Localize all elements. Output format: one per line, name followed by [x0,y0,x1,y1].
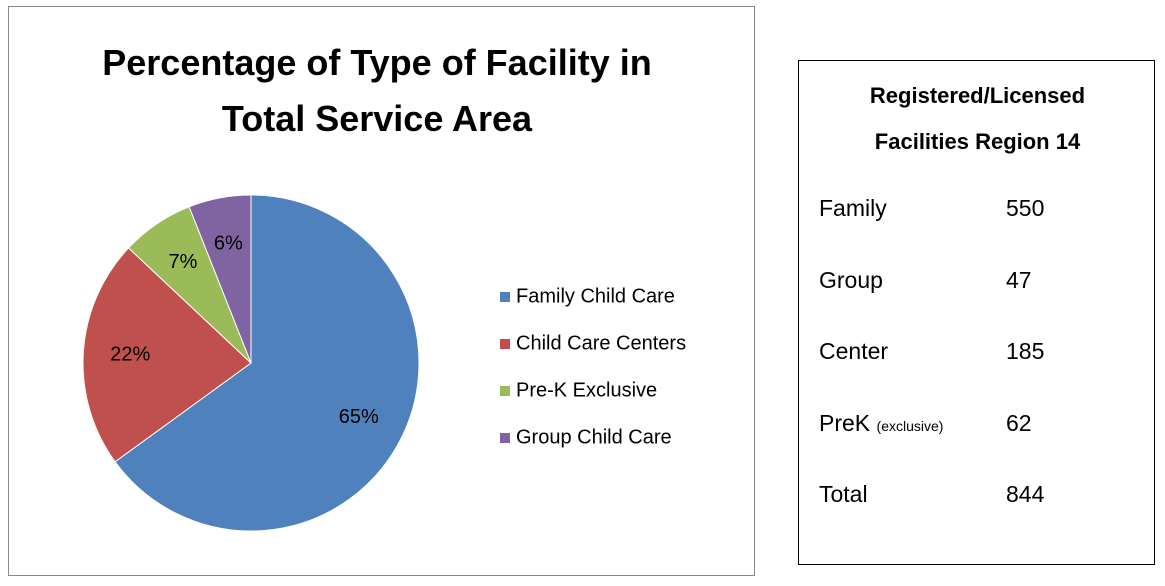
slice-label: 22% [110,344,150,366]
row-label: Total [819,479,868,509]
pie-slice [114,194,420,532]
row-label-text: Total [819,481,868,507]
row-label-text: Group [819,266,883,293]
row-value: 47 [1006,266,1032,293]
legend-label: Child Care Centers [516,332,686,354]
row-label-text: Center [819,338,889,364]
row-qualifier: (exclusive) [876,417,944,434]
row-label: Family [819,193,887,223]
row-value: 550 [1006,195,1045,221]
legend-swatch [500,433,510,443]
legend-label: Group Child Care [516,426,672,448]
table-title: Registered/Licensed Facilities Region 14 [869,83,1086,154]
row-label-text: PreK [819,409,871,436]
chart-title: Percentage of Type of Facility in Total … [102,42,652,139]
row-label: Center [819,336,888,366]
slice-label: 6% [214,232,243,254]
legend-swatch [500,339,510,349]
row-label: PreK (exclusive) [819,408,943,438]
legend-swatch [500,386,510,396]
pie-slice [188,194,252,364]
slice-label: 65% [339,406,379,428]
row-label: Group [819,265,883,295]
slice-label: 7% [169,251,198,273]
legend-label: Pre-K Exclusive [516,379,657,401]
legend-swatch [500,292,510,302]
legend-label: Family Child Care [516,285,675,307]
chart: 65% 22% 7% 6% Family Child Care Child Care Ce… [82,194,686,532]
row-value: 844 [1006,481,1045,507]
pie-slice [82,247,252,463]
table: Registered/Licensed Facilities Region 14… [798,60,1155,565]
row-value: 62 [1006,409,1032,436]
row-value: 185 [1006,338,1045,364]
row-label-text: Family [819,195,887,221]
table-title-wrap: Registered/Licensed Facilities Region 14 [799,73,1156,165]
chart-frame [8,6,755,576]
